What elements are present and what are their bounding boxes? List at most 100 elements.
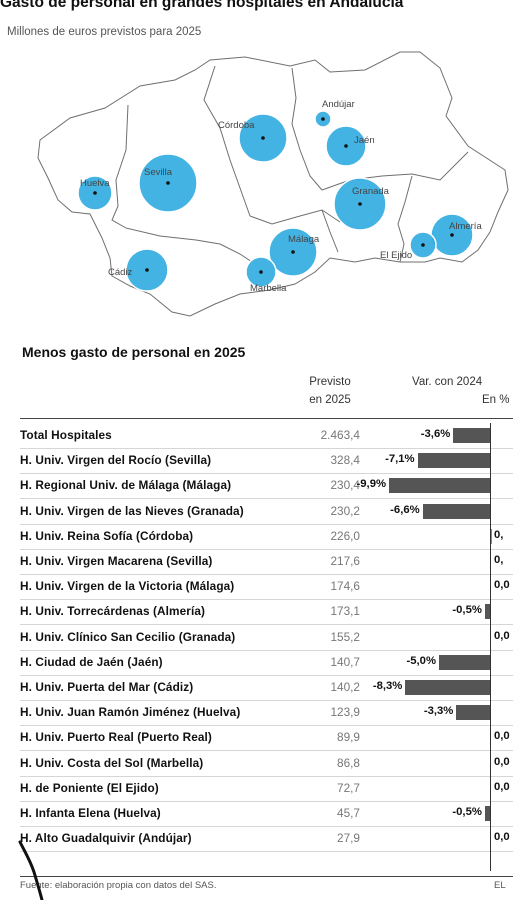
city-label-sevilla: Sevilla	[144, 167, 173, 178]
budget-value: 328,4	[330, 453, 360, 468]
city-label-jaen: Jaén	[354, 135, 375, 146]
hospital-name: H. Univ. Virgen Macarena (Sevilla)	[20, 554, 213, 568]
city-label-cadiz: Cádiz	[108, 267, 133, 278]
budget-value: 230,2	[330, 503, 360, 518]
budget-value: 89,9	[337, 730, 360, 745]
table-row: H. Ciudad de Jaén (Jaén) 140,7 -5,0%	[20, 650, 513, 676]
budget-value: 27,9	[337, 831, 360, 846]
budget-value: 155,2	[330, 629, 360, 644]
outline-malaga-granada	[321, 209, 339, 253]
hospital-name: H. Univ. Virgen del Rocío (Sevilla)	[20, 453, 212, 468]
column-header-previsto-line1: Previsto	[309, 376, 351, 388]
city-label-andujar: Andújar	[322, 99, 355, 110]
city-label-cordoba: Córdoba	[218, 120, 255, 131]
city-label-granada: Granada	[352, 186, 390, 197]
variation-bar	[405, 680, 490, 695]
variation-label: 0,	[494, 554, 504, 566]
variation-bar	[490, 528, 492, 544]
hospital-name: H. Alto Guadalquivir (Andújar)	[20, 831, 192, 846]
budget-value: 217,6	[330, 554, 360, 568]
budget-value: 123,9	[330, 705, 360, 720]
variation-label: -7,1%	[385, 453, 415, 466]
budget-value: 72,7	[337, 780, 360, 795]
variation-label: -0,5%	[452, 806, 482, 818]
source-note: Fuente: elaboración propia con datos del…	[20, 880, 217, 891]
table-row: H. Infanta Elena (Huelva) 45,7 -0,5%	[20, 801, 513, 827]
city-dot-cordoba	[261, 136, 265, 140]
variation-bar	[456, 705, 490, 721]
variation-label: 0,0	[494, 780, 510, 793]
hospital-name: H. Univ. Reina Sofía (Córdoba)	[20, 528, 194, 543]
chart-title: Gasto de personal en grandes hospitales …	[0, 0, 404, 11]
city-label-marbella: Marbella	[250, 283, 287, 294]
budget-value: 86,8	[337, 755, 360, 770]
table-header-rule	[20, 418, 513, 419]
variation-bar	[484, 806, 490, 821]
hospital-name: H. Ciudad de Jaén (Jaén)	[20, 654, 163, 669]
city-dot-marbella	[259, 270, 263, 274]
variation-label: 0,0	[494, 579, 510, 592]
outline-cadiz-malaga	[125, 227, 253, 263]
table-title: Menos gasto de personal en 2025	[22, 344, 246, 360]
variation-label: -0,5%	[452, 604, 482, 617]
budget-value: 230,4	[330, 478, 360, 493]
budget-value: 140,7	[330, 654, 360, 669]
city-dot-granada	[358, 202, 362, 206]
variation-label: -3,3%	[423, 705, 454, 718]
variation-label: -3,6%	[420, 428, 451, 440]
variation-label: 0,0	[494, 629, 510, 642]
variation-label: -6,6%	[390, 503, 420, 516]
city-dot-jaen	[344, 144, 348, 148]
city-label-malaga: Málaga	[288, 234, 320, 245]
city-dot-huelva	[93, 191, 97, 195]
variation-bar	[389, 478, 490, 494]
table-row: H. Univ. Virgen de las Nieves (Granada) 2…	[20, 499, 513, 525]
table-row: H. Univ. Virgen de la Victoria (Málaga) 1…	[20, 574, 513, 601]
table-row: H. Univ. Virgen Macarena (Sevilla) 217,6 0…	[20, 549, 513, 575]
hospital-name: H. Univ. Juan Ramón Jiménez (Huelva)	[20, 705, 241, 720]
variation-bar	[439, 654, 490, 670]
variation-bar	[484, 604, 490, 620]
city-dot-andujar	[321, 117, 325, 121]
andalucia-map: Andújar Córdoba Jaén Huelva Sevilla Granada Al…	[37, 51, 509, 317]
hospital-name: H. Univ. Virgen de las Nieves (Granada)	[20, 503, 244, 518]
column-header-variation-line2: En %	[482, 394, 510, 406]
hospital-name: H. Univ. Virgen de la Victoria (Málaga)	[20, 579, 235, 594]
outline-granada-almeria	[397, 175, 413, 263]
hospital-name: H. Univ. Torrecárdenas (Almería)	[20, 604, 206, 619]
chart-subtitle: Millones de euros previstos para 2025	[7, 26, 202, 38]
outline-huelva-sevilla	[111, 104, 129, 229]
table-row: H. Univ. Torrecárdenas (Almería) 173,1 -0,…	[20, 599, 513, 626]
column-header-previsto-line2: en 2025	[309, 394, 351, 406]
variation-label: 0,0	[494, 755, 510, 768]
hospital-name: H. Infanta Elena (Huelva)	[20, 806, 161, 820]
budget-value: 45,7	[337, 806, 360, 820]
table-row: Total Hospitales 2.463,4 -3,6%	[20, 423, 513, 449]
variation-label: 0,0	[494, 730, 510, 743]
city-label-almeria: Almería	[449, 221, 482, 232]
table-row: H. Univ. Virgen del Rocío (Sevilla) 328,4…	[20, 448, 513, 475]
city-dot-el-ejido	[421, 243, 425, 247]
budget-value: 226,0	[330, 528, 360, 543]
outline-cordoba-jaen	[291, 67, 323, 191]
budget-value: 174,6	[330, 579, 360, 594]
hospital-name: H. Univ. Puerta del Mar (Cádiz)	[20, 680, 194, 694]
hospital-name: H. Univ. Puerto Real (Puerto Real)	[20, 730, 212, 745]
table-row: H. Univ. Juan Ramón Jiménez (Huelva) 123,…	[20, 700, 513, 727]
variation-label: -8,3%	[372, 680, 403, 692]
hospital-name: H. Univ. Costa del Sol (Marbella)	[20, 755, 204, 770]
variation-bar	[422, 503, 490, 519]
column-header-variation-line1: Var. con 2024	[412, 376, 483, 388]
variation-label: 0,0	[494, 831, 510, 844]
column-header-variation: Var. con 2024 En %	[412, 373, 513, 409]
city-dot-cadiz	[145, 268, 149, 272]
city-dot-almeria	[450, 233, 454, 237]
table-row: H. Univ. Clínico San Cecilio (Granada) 15…	[20, 625, 513, 651]
variation-bar	[417, 453, 490, 469]
hospital-name: H. de Poniente (El Ejido)	[20, 780, 159, 795]
table-row: H. Univ. Reina Sofía (Córdoba) 226,0 0,	[20, 524, 513, 550]
outline-sevilla-cordoba	[203, 65, 251, 217]
table-row: H. Univ. Costa del Sol (Marbella) 86,8 0,0	[20, 751, 513, 777]
publisher-credit: EL	[494, 880, 506, 891]
